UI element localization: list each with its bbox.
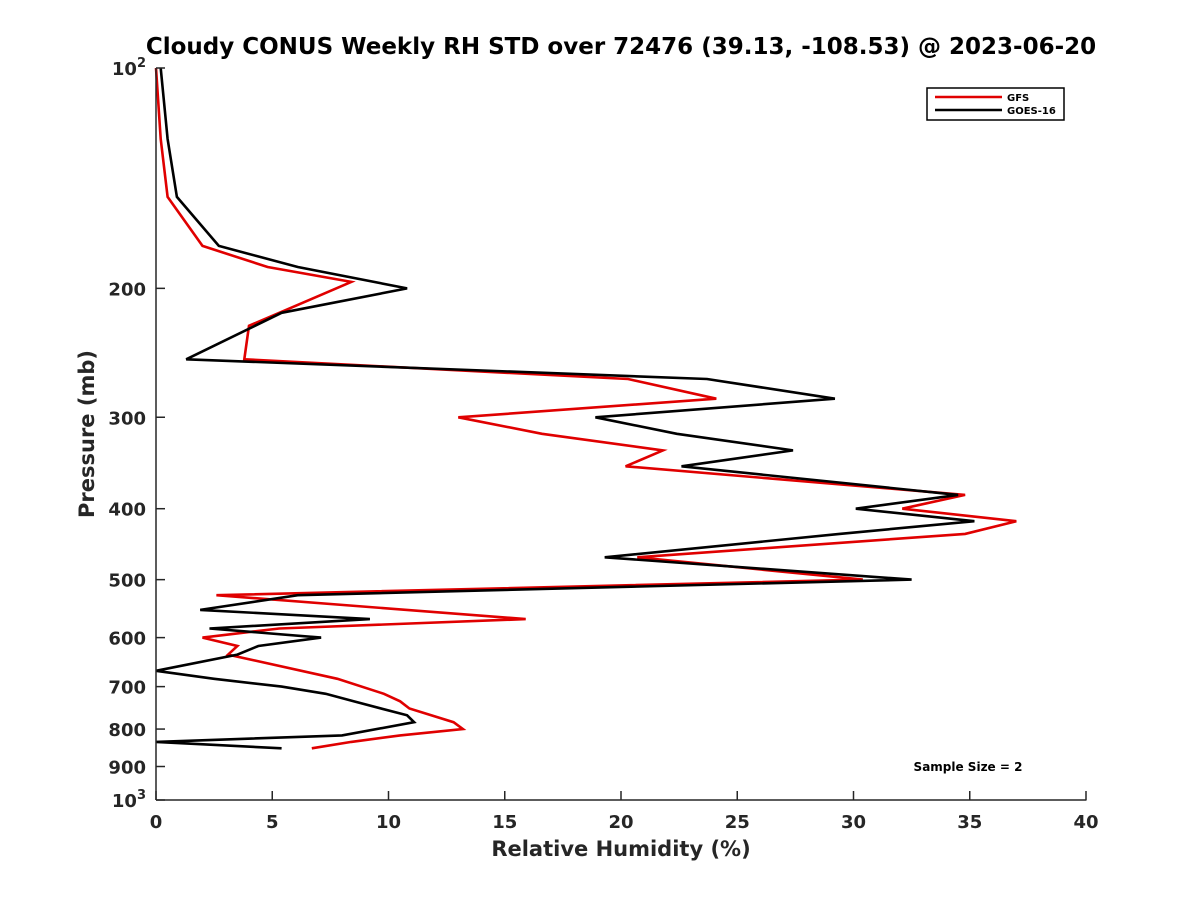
legend-label-goes-16: GOES-16 — [1007, 106, 1056, 117]
x-tick-label: 0 — [150, 812, 163, 833]
y-tick-label: 103 — [112, 788, 146, 812]
x-tick-label: 25 — [725, 812, 750, 833]
y-tick-label: 200 — [108, 279, 146, 300]
x-tick-label: 40 — [1073, 812, 1098, 833]
series-line-goes-16 — [155, 67, 975, 750]
sample-size-annotation: Sample Size = 2 — [914, 760, 1023, 774]
y-tick-label: 400 — [108, 500, 146, 521]
y-tick-label: 300 — [108, 408, 146, 429]
y-tick-label: 500 — [108, 571, 146, 592]
series-line-gfs — [154, 67, 1017, 750]
x-axis-label: Relative Humidity (%) — [491, 837, 750, 861]
axis-layer: 0 5 10 15 20 25 30 35 40 102 200 300 400 500 600 700 800… — [108, 56, 1098, 833]
x-tick-label: 10 — [376, 812, 401, 833]
chart-title: Cloudy CONUS Weekly RH STD over 72476 (3… — [146, 34, 1096, 60]
x-tick-label: 35 — [957, 812, 982, 833]
legend: GFS GOES-16 — [926, 87, 1065, 121]
x-tick-label: 20 — [608, 812, 633, 833]
plot-area — [156, 68, 1086, 800]
y-axis-label: Pressure (mb) — [75, 350, 99, 518]
y-tick-label: 700 — [108, 678, 146, 699]
y-tick-label: 102 — [112, 56, 146, 80]
x-tick-label: 5 — [266, 812, 279, 833]
legend-box — [926, 87, 1065, 121]
x-tick-label: 15 — [492, 812, 517, 833]
y-tick-label: 800 — [108, 720, 146, 741]
legend-label-gfs: GFS — [1007, 93, 1029, 104]
y-tick-label: 900 — [108, 758, 146, 779]
series-layer — [154, 67, 1017, 750]
y-tick-label: 600 — [108, 629, 146, 650]
x-tick-label: 30 — [841, 812, 866, 833]
